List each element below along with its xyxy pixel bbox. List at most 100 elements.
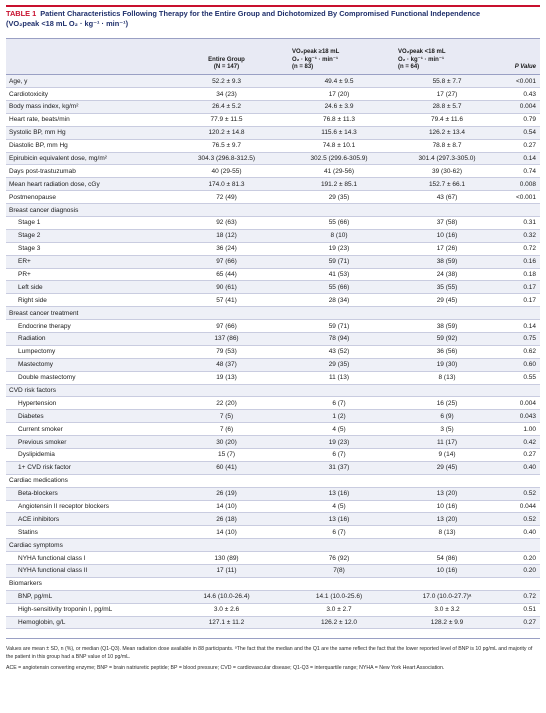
cell-entire-group: 26 (18) (216, 515, 237, 523)
cell-vo2-high: 7(8) (333, 567, 345, 575)
cell-entire-group: 97 (66) (216, 322, 237, 330)
cell-p-value: 0.52 (523, 490, 536, 498)
cell-vo2-high: 6 (7) (332, 399, 346, 407)
cell-vo2-high: 41 (29-56) (324, 167, 354, 175)
cell-p-value: <0.001 (515, 77, 536, 85)
table-row: Cardiotoxicity 34 (23) 17 (20) 17 (27) 0.43 (6, 88, 540, 101)
cell-p-value: 0.55 (523, 374, 536, 382)
cell-entire-group: 40 (29-55) (211, 167, 242, 175)
cell-p-value: 0.60 (523, 361, 536, 369)
cell-entire-group: 14 (10) (216, 528, 237, 536)
table-title: TABLE 1 Patient Characteristics Following… (6, 9, 540, 28)
cell-vo2-high: 59 (71) (328, 258, 350, 266)
cell-entire-group: 26.4 ± 5.2 (212, 103, 241, 111)
cell-vo2-high: 55 (66) (328, 219, 350, 227)
row-label: High-sensitivity troponin I, pg/mL (18, 606, 113, 614)
cell-vo2-high: 191.2 ± 85.1 (320, 180, 358, 188)
table-row: Systolic BP, mm Hg 120.2 ± 14.8 115.6 ± 14… (6, 126, 540, 140)
row-label: Mastectomy (18, 361, 54, 369)
row-label: Diastolic BP, mm Hg (9, 142, 68, 150)
table-row: Endocrine therapy 97 (66) 59 (71) 38 (59) 0.… (6, 320, 540, 333)
table-section-row: Cardiac medications (6, 475, 540, 488)
cell-p-value: 0.043 (519, 412, 536, 420)
cell-vo2-low: 10 (16) (436, 503, 458, 511)
cell-vo2-high: 24.6 ± 3.9 (324, 103, 354, 111)
cell-vo2-low: 37 (58) (436, 219, 458, 227)
cell-vo2-high: 28 (34) (328, 296, 350, 304)
cell-vo2-low: 36 (56) (436, 348, 458, 356)
cell-vo2-low: 13 (20) (436, 515, 458, 523)
table-row: Stage 1 92 (63) 55 (66) 37 (58) 0.31 (6, 217, 540, 230)
header-vo2-high-line2: O₂ · kg⁻¹ · min⁻¹ (292, 56, 338, 63)
cell-vo2-low: 10 (16) (436, 567, 458, 575)
table-row: PR+ 65 (44) 41 (53) 24 (38) 0.18 (6, 269, 540, 282)
header-p-value: P Value (514, 63, 536, 70)
cell-entire-group: 127.1 ± 11.2 (208, 619, 245, 627)
row-label: Cardiac symptoms (9, 541, 63, 549)
cell-entire-group: 76.5 ± 9.7 (212, 142, 241, 150)
table-row: Radiation 137 (86) 78 (94) 59 (92) 0.75 (6, 333, 540, 346)
cell-vo2-low: 59 (92) (436, 335, 458, 343)
cell-p-value: 0.004 (519, 399, 536, 407)
cell-entire-group: 52.2 ± 9.3 (212, 77, 241, 85)
row-label: Statins (18, 528, 38, 536)
table-section-row: Biomarkers (6, 578, 540, 591)
cell-vo2-low: 8 (13) (438, 528, 456, 536)
cell-vo2-low: 17 (26) (436, 245, 458, 253)
cell-vo2-high: 126.2 ± 12.0 (320, 619, 358, 627)
cell-p-value: 0.72 (523, 245, 536, 253)
row-label: BNP, pg/mL (18, 593, 53, 601)
cell-vo2-low: 152.7 ± 66.1 (428, 180, 466, 188)
cell-entire-group: 36 (24) (216, 245, 237, 253)
cell-p-value: 0.42 (523, 438, 536, 446)
row-label: Breast cancer treatment (9, 309, 79, 317)
cell-vo2-high: 49.4 ± 9.5 (324, 77, 354, 85)
cell-vo2-high: 1 (2) (332, 412, 346, 420)
header-vo2-high: VO₂peak ≥18 mL O₂ · kg⁻¹ · min⁻¹ (n = 83… (286, 49, 392, 74)
table-section-row: Breast cancer diagnosis (6, 204, 540, 217)
cell-p-value: 0.20 (523, 567, 536, 575)
cell-entire-group: 92 (63) (216, 219, 237, 227)
table-title-block: TABLE 1 Patient Characteristics Following… (6, 5, 540, 28)
cell-vo2-low: 301.4 (297.3-305.0) (418, 154, 476, 162)
cell-p-value: 1.00 (523, 425, 536, 433)
table-section-row: Cardiac symptoms (6, 539, 540, 553)
row-label: Body mass index, kg/m² (9, 103, 79, 111)
table-row: Diabetes 7 (5) 1 (2) 6 (9) 0.043 (6, 410, 540, 424)
cell-vo2-low: 10 (16) (436, 232, 458, 240)
cell-vo2-high: 14.1 (10.0-25.6) (315, 593, 363, 601)
row-label: Postmenopause (9, 193, 56, 201)
cell-vo2-high: 4 (5) (332, 503, 346, 511)
cell-entire-group: 18 (12) (216, 232, 237, 240)
table-body: Age, y 52.2 ± 9.3 49.4 ± 9.5 55.8 ± 7.7 <0.0… (6, 75, 540, 630)
table-header-row: Entire Group (N = 147) VO₂peak ≥18 mL O₂… (6, 38, 540, 76)
cell-vo2-low: 28.8 ± 5.7 (432, 103, 462, 111)
cell-vo2-low: 79.4 ± 11.6 (431, 116, 463, 124)
cell-vo2-high: 6 (7) (332, 451, 346, 459)
cell-p-value: 0.62 (523, 348, 536, 356)
cell-vo2-high: 8 (10) (330, 232, 348, 240)
cell-vo2-high: 11 (13) (328, 374, 350, 382)
cell-entire-group: 130 (89) (214, 554, 239, 562)
table-row: Days post-trastuzumab 40 (29-55) 41 (29-56… (6, 165, 540, 179)
table-row: BNP, pg/mL 14.6 (10.0-26.4) 14.1 (10.0-25.… (6, 590, 540, 604)
cell-vo2-high: 41 (53) (328, 270, 350, 278)
table-row: NYHA functional class II 17 (11) 7(8) 10 (1… (6, 565, 540, 578)
row-label: Endocrine therapy (18, 322, 71, 330)
cell-vo2-low: 3.0 ± 3.2 (434, 606, 460, 614)
row-label: Mean heart radiation dose, cGy (9, 180, 100, 188)
table-row: ACE inhibitors 26 (18) 13 (16) 13 (20) 0.52 (6, 513, 540, 527)
cell-p-value: 0.044 (519, 503, 536, 511)
cell-vo2-low: 24 (38) (436, 270, 458, 278)
cell-vo2-high: 59 (71) (328, 322, 350, 330)
cell-entire-group: 22 (20) (216, 399, 237, 407)
row-label: Angiotensin II receptor blockers (18, 503, 110, 511)
row-label: Double mastectomy (18, 374, 76, 382)
cell-vo2-high: 13 (16) (328, 515, 350, 523)
row-label: ER+ (18, 258, 31, 266)
table-row: Double mastectomy 19 (13) 11 (13) 8 (13) 0.5… (6, 372, 540, 385)
cell-vo2-high: 78 (94) (328, 335, 350, 343)
cell-vo2-low: 6 (9) (440, 412, 454, 420)
cell-vo2-low: 19 (30) (436, 361, 458, 369)
table-section-row: CVD risk factors (6, 384, 540, 398)
